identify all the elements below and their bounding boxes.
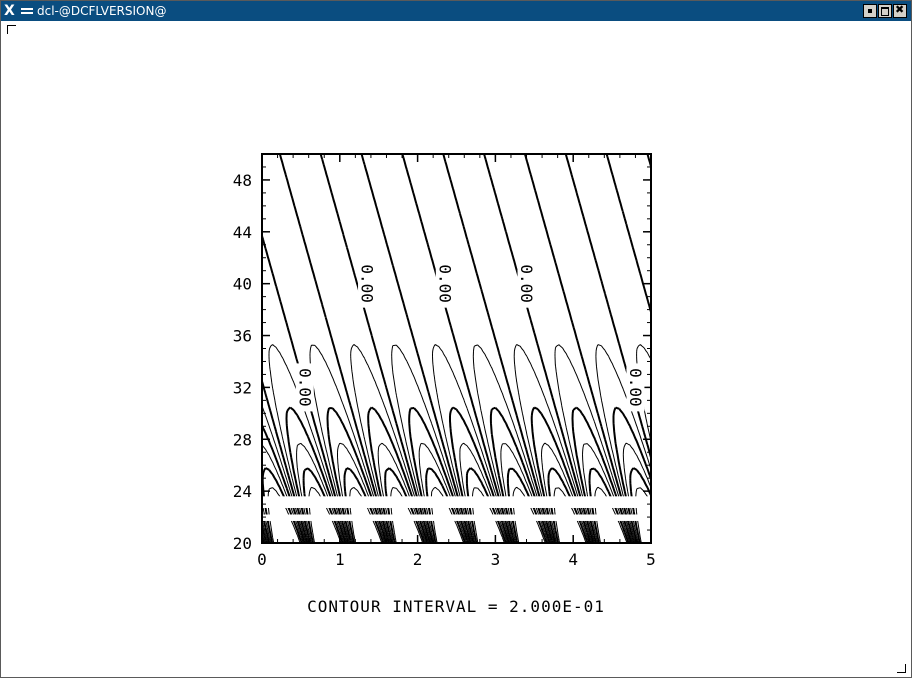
x-logo-icon[interactable]: X [4, 3, 15, 19]
corner-mark-top-left [7, 25, 16, 34]
close-button[interactable] [893, 3, 907, 18]
contour-lines [262, 154, 651, 543]
contour-labels: 0.00 0.00 0.00 0.00 0.00 [295, 259, 645, 412]
x-tick-label: 4 [568, 550, 578, 569]
contour-label-background [517, 259, 536, 308]
y-tick-label: 48 [233, 171, 252, 190]
x-tick-label: 1 [335, 550, 345, 569]
x-tick-label: 0 [257, 550, 267, 569]
contour-label: 0.00 [435, 264, 454, 303]
contour-label: 0.00 [626, 368, 645, 407]
contour-label-background [435, 259, 454, 308]
contour-line [262, 406, 633, 543]
window-title: dcl-@DCFLVERSION@ [37, 4, 167, 18]
blank-band [262, 514, 651, 521]
minimize-button[interactable] [863, 4, 877, 18]
title-bar[interactable]: X dcl-@DCFLVERSION@ [1, 1, 911, 21]
blank-band [262, 496, 651, 508]
contour-label-background [358, 259, 377, 308]
y-tick-label: 28 [233, 430, 252, 449]
y-tick-label: 44 [233, 223, 252, 242]
y-axis: 20 24 28 32 36 40 44 48 [233, 153, 651, 553]
contour-label: 0.00 [517, 264, 536, 303]
y-tick-label: 36 [233, 327, 252, 346]
x-tick-label: 2 [413, 550, 423, 569]
contour-label-background [295, 363, 314, 412]
x-tick-label: 3 [491, 550, 501, 569]
window-menu-icon[interactable] [21, 8, 33, 14]
contour-line [262, 154, 651, 543]
contour-interval-label: CONTOUR INTERVAL = 2.000E-01 [307, 597, 605, 616]
contour-label: 0.00 [358, 264, 377, 303]
contour-label-background [626, 363, 645, 412]
y-tick-label: 24 [233, 482, 252, 501]
contour-line [262, 406, 651, 543]
maximize-button[interactable] [878, 4, 892, 18]
contour-label: 0.00 [295, 368, 314, 407]
x-tick-label: 5 [646, 550, 656, 569]
x-axis: 0 1 2 3 4 5 [257, 154, 656, 569]
corner-mark-bottom-right [897, 664, 906, 673]
y-tick-label: 20 [233, 534, 252, 553]
y-tick-label: 32 [233, 378, 252, 397]
y-tick-label: 40 [233, 275, 252, 294]
